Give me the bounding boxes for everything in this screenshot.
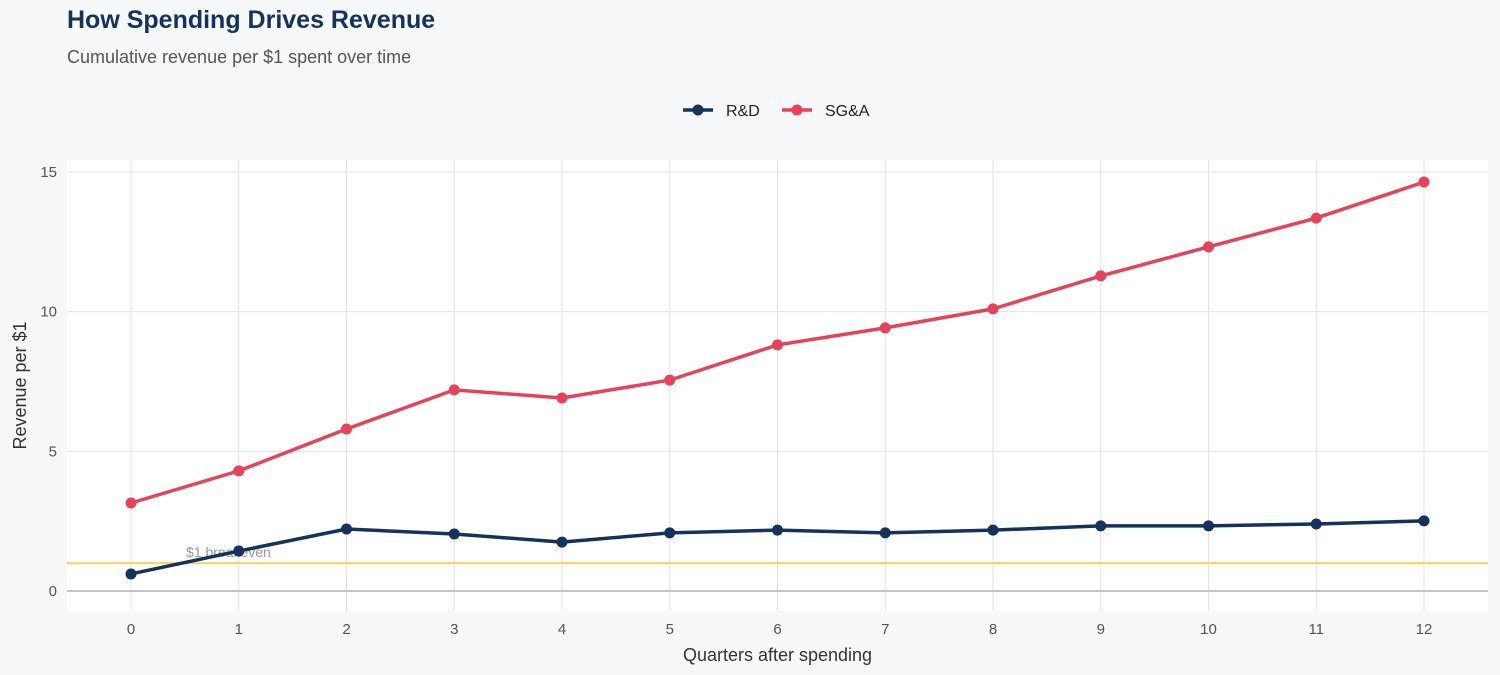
legend-label-sga: SG&A (825, 103, 870, 120)
data-point-rd (341, 523, 352, 535)
chart-title: How Spending Drives Revenue (67, 6, 436, 34)
legend-label-rd: R&D (726, 103, 760, 120)
x-tick-label: 1 (235, 621, 243, 638)
data-point-rd (664, 527, 676, 539)
y-tick-label: 0 (49, 583, 57, 600)
data-point-sga (879, 322, 891, 334)
x-tick-label: 2 (342, 621, 350, 638)
x-tick-label: 9 (1097, 621, 1105, 638)
data-point-sga (233, 465, 245, 477)
data-point-sga (125, 497, 137, 509)
x-tick-label: 7 (881, 621, 889, 638)
data-point-sga (987, 303, 999, 315)
x-tick-label: 8 (989, 621, 997, 638)
data-point-rd (879, 527, 891, 539)
data-point-sga (556, 392, 568, 404)
data-point-sga (772, 339, 783, 351)
x-tick-label: 5 (666, 621, 674, 638)
y-tick-label: 10 (40, 304, 57, 321)
chart-subtitle: Cumulative revenue per $1 spent over tim… (67, 47, 412, 67)
data-point-sga (1203, 241, 1214, 253)
data-point-sga (448, 384, 460, 396)
data-point-rd (987, 524, 999, 536)
data-point-rd (1203, 520, 1214, 532)
data-point-sga (341, 423, 352, 435)
data-point-sga (664, 374, 676, 386)
x-tick-label: 6 (773, 621, 781, 638)
data-point-rd (1095, 520, 1107, 532)
y-tick-label: 15 (40, 164, 57, 181)
data-point-sga (1310, 212, 1322, 224)
x-tick-label: 3 (450, 621, 458, 638)
data-point-rd (448, 528, 460, 540)
x-tick-label: 4 (558, 621, 566, 638)
legend-key-point-rd (692, 104, 704, 116)
x-tick-label: 12 (1416, 621, 1433, 638)
data-point-rd (556, 536, 568, 548)
x-tick-label: 11 (1308, 621, 1324, 638)
data-point-rd (233, 545, 245, 557)
legend-key-point-sga (791, 104, 803, 116)
data-point-sga (1418, 176, 1430, 188)
data-point-rd (1310, 518, 1322, 530)
data-point-rd (125, 568, 137, 580)
data-point-sga (1095, 270, 1107, 282)
data-point-rd (1418, 515, 1430, 527)
x-axis-label: Quarters after spending (683, 645, 872, 665)
y-tick-label: 5 (49, 443, 57, 460)
data-point-rd (772, 524, 783, 536)
y-axis-label: Revenue per $1 (10, 321, 30, 449)
x-tick-label: 0 (127, 621, 135, 638)
x-tick-label: 10 (1200, 621, 1217, 638)
